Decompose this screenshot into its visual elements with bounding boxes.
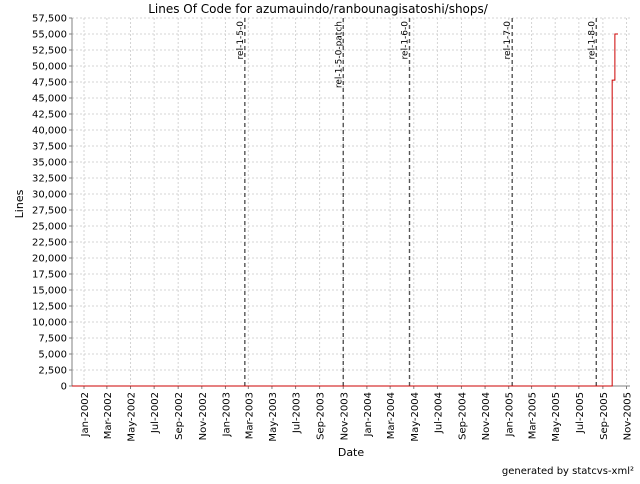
y-tick-label: 42,500 xyxy=(32,110,67,121)
x-axis-label: Date xyxy=(338,446,365,459)
release-marker-label: rel-1-8-0 xyxy=(587,21,597,60)
x-tick-label: Jul-2003 xyxy=(292,392,303,434)
x-tick-label: Jul-2005 xyxy=(575,392,586,434)
footer-credit: generated by statcvs-xml² xyxy=(502,466,634,477)
y-tick-label: 47,500 xyxy=(32,78,67,89)
x-tick-label: May-2003 xyxy=(268,392,279,442)
y-tick-label: 22,500 xyxy=(32,238,67,249)
x-tick-label: Mar-2002 xyxy=(103,392,114,439)
y-tick-label: 5,000 xyxy=(38,350,67,361)
y-tick-label: 15,000 xyxy=(32,286,67,297)
y-tick-label: 12,500 xyxy=(32,302,67,313)
y-tick-label: 25,000 xyxy=(32,222,67,233)
x-tick-label: Nov-2003 xyxy=(339,392,350,440)
x-tick-label: May-2002 xyxy=(127,392,138,442)
x-tick-label: Sep-2005 xyxy=(599,392,610,440)
x-tick-label: Jan-2004 xyxy=(363,392,374,437)
x-tick-label: Mar-2004 xyxy=(386,392,397,439)
x-tick-label: Jul-2002 xyxy=(150,392,161,434)
y-tick-label: 30,000 xyxy=(32,190,67,201)
x-tick-label: Jan-2003 xyxy=(221,392,232,437)
y-tick-label: 17,500 xyxy=(32,270,67,281)
y-tick-label: 27,500 xyxy=(32,206,67,217)
y-tick-label: 52,500 xyxy=(32,46,67,57)
y-tick-label: 10,000 xyxy=(32,318,67,329)
y-tick-label: 57,500 xyxy=(32,14,67,25)
x-tick-label: Mar-2003 xyxy=(244,392,255,439)
x-tick-label: Jan-2002 xyxy=(80,392,91,437)
x-tick-label: Mar-2005 xyxy=(528,392,539,439)
series-line xyxy=(72,33,618,387)
y-tick-label: 50,000 xyxy=(32,62,67,73)
release-marker-label: rel-1-7-0 xyxy=(503,21,513,60)
release-marker-label: rel-1-5-0-patch xyxy=(334,21,344,88)
release-marker-label: rel-1-6-0 xyxy=(401,21,411,60)
y-tick-label: 55,000 xyxy=(32,30,67,41)
y-tick-label: 32,500 xyxy=(32,174,67,185)
x-tick-label: Nov-2005 xyxy=(623,392,634,440)
y-tick-label: 37,500 xyxy=(32,142,67,153)
x-tick-label: May-2004 xyxy=(410,392,421,442)
y-tick-label: 40,000 xyxy=(32,126,67,137)
x-tick-label: Sep-2004 xyxy=(457,392,468,440)
x-tick-label: May-2005 xyxy=(551,392,562,442)
x-tick-label: Jul-2004 xyxy=(433,392,444,434)
y-tick-label: 35,000 xyxy=(32,158,67,169)
plot-area xyxy=(72,18,630,386)
y-axis-label: Lines xyxy=(13,189,26,218)
y-tick-label: 20,000 xyxy=(32,254,67,265)
release-marker-label: rel-1-5-0 xyxy=(236,21,246,60)
chart-title: Lines Of Code for azumauindo/ranbounagis… xyxy=(148,2,489,16)
x-tick-label: Jan-2005 xyxy=(505,392,516,437)
y-tick-label: 45,000 xyxy=(32,94,67,105)
x-tick-label: Sep-2003 xyxy=(316,392,327,440)
y-tick-label: 2,500 xyxy=(38,366,67,377)
y-tick-label: 7,500 xyxy=(38,334,67,345)
x-tick-label: Nov-2004 xyxy=(481,392,492,440)
x-tick-label: Sep-2002 xyxy=(174,392,185,440)
y-tick-label: 0 xyxy=(61,382,67,393)
x-tick-label: Nov-2002 xyxy=(198,392,209,440)
